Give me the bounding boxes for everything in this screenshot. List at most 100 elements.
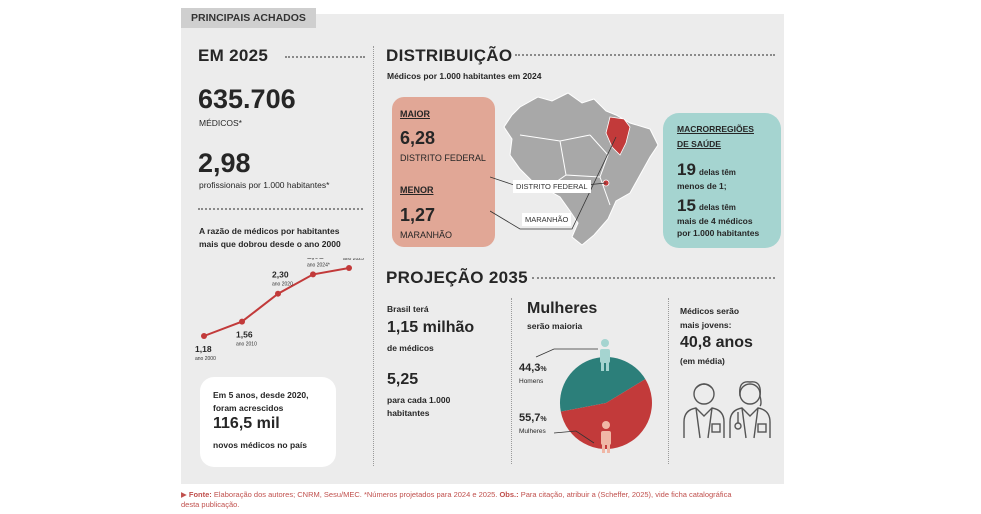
maior-label: MAIOR — [400, 109, 430, 119]
woman-icon — [601, 421, 611, 453]
person-leg — [601, 362, 604, 371]
growth-year-label: ano 2000 — [195, 356, 216, 362]
growth-text-1: A razão de médicos por habitantes — [199, 226, 340, 236]
column-divider — [373, 46, 374, 466]
jovens-value: 40,8 anos — [680, 334, 753, 351]
growth-value-label: 2,30 — [272, 270, 289, 280]
person-leg — [602, 444, 605, 453]
menor-value: 1,27 — [400, 205, 436, 225]
box-line-2: foram acrescidos — [213, 403, 284, 413]
growth-point — [201, 333, 207, 339]
brasil-value: 1,15 milhão — [387, 319, 475, 336]
obs-text: Para citação, atribuir a (Scheffer, 2025… — [518, 490, 732, 499]
jovens-text-3: (em média) — [680, 356, 725, 366]
macro-n1: 19 — [677, 160, 696, 179]
brasil-text-1: Brasil terá — [387, 304, 429, 314]
growth-line-chart: 1,18 ano 2000 1,56 ano 2010 2,30 ano 2020 2,81… — [195, 258, 366, 362]
distribuicao-subtitle: Médicos por 1.000 habitantes em 2024 — [387, 71, 542, 81]
medicos-label: MÉDICOS* — [199, 118, 242, 128]
growth-year-label: ano 2025* — [343, 258, 366, 262]
ratio-2035-text-2: habitantes — [387, 408, 430, 418]
region-borders — [519, 134, 611, 206]
macro-t2c: por 1.000 habitantes — [677, 228, 760, 238]
projecao-title: PROJEÇÃO 2035 — [386, 268, 528, 287]
mulheres-title: Mulheres — [527, 300, 598, 317]
mulheres-pct: 55,7% — [519, 412, 547, 424]
fonte-label: Fonte: — [188, 490, 212, 499]
df-leader-line — [490, 176, 515, 186]
footer-line-2: desta publicação. — [181, 500, 240, 509]
box-line-3: novos médicos no país — [213, 440, 307, 450]
mulheres-pct-value: 55,7 — [519, 412, 541, 424]
column-divider — [511, 298, 512, 464]
homens-leader — [535, 348, 598, 358]
footer: ▶ Fonte: Elaboração dos autores; CNRM, S… — [181, 490, 781, 510]
person-leg — [607, 444, 610, 453]
maior-place: DISTRITO FEDERAL — [400, 153, 486, 163]
macro-t2a: delas têm — [699, 203, 736, 212]
ratio-2035-value: 5,25 — [387, 371, 419, 388]
title-divider — [285, 56, 365, 58]
growth-year-label: ano 2020 — [272, 282, 293, 288]
growth-box — [200, 377, 336, 467]
homens-pct: 44,3% — [519, 362, 547, 374]
man-icon — [600, 339, 610, 371]
growth-point — [310, 271, 316, 278]
mulheres-subtitle: serão maioria — [527, 321, 583, 331]
macro-t2b: mais de 4 médicos — [677, 216, 753, 226]
obs-label: Obs.: — [499, 490, 519, 499]
jovens-text-2: mais jovens: — [680, 320, 732, 330]
macro-n2: 15 — [677, 196, 696, 215]
pie-slice-mulheres — [560, 379, 652, 449]
growth-point — [346, 265, 352, 271]
growth-year-label: ano 2010 — [236, 342, 257, 348]
distribuicao-title: DISTRIBUIÇÃO — [386, 46, 513, 65]
doctors-icon — [683, 381, 771, 439]
section-divider — [198, 208, 363, 210]
mulheres-pct-sign: % — [540, 416, 547, 423]
brasil-text-2: de médicos — [387, 343, 434, 353]
menor-place: MARANHÃO — [400, 230, 453, 240]
box-line-1: Em 5 anos, desde 2020, — [213, 390, 309, 400]
homens-label: Homens — [519, 378, 544, 385]
jovens-text-1: Médicos serão — [680, 306, 740, 316]
homens-pct-value: 44,3 — [519, 362, 541, 374]
macro-title-2: DE SAÚDE — [677, 139, 721, 149]
growth-point — [275, 290, 281, 297]
growth-value-label: 1,56 — [236, 330, 253, 340]
title-divider — [532, 277, 775, 279]
growth-year-label: ano 2024* — [307, 262, 330, 268]
maior-value: 6,28 — [400, 128, 436, 148]
macro-title-1: MACRORREGIÕES — [677, 124, 754, 134]
pie-slice-homens — [559, 356, 646, 412]
person-head — [602, 421, 610, 429]
ratio-2035-text-1: para cada 1.000 — [387, 395, 451, 405]
footer-marker: ▶ — [181, 490, 187, 499]
map-label-df: DISTRITO FEDERAL — [513, 180, 591, 193]
macrorregioes-box — [663, 113, 781, 248]
gender-pie-chart — [535, 339, 652, 453]
growth-value-label: 2,81 — [307, 258, 324, 260]
macro-t1a: delas têm — [699, 168, 736, 177]
ma-leader-line — [490, 136, 617, 230]
medicos-value: 635.706 — [198, 84, 296, 114]
homens-pct-sign: % — [540, 366, 547, 373]
growth-point — [239, 318, 245, 325]
person-leg — [606, 362, 609, 371]
column-divider — [668, 298, 669, 464]
section-tag: PRINCIPAIS ACHADOS — [181, 8, 316, 28]
brazil-map — [490, 92, 659, 246]
ratio-value: 2,98 — [198, 148, 251, 178]
fonte-text: Elaboração dos autores; CNRM, Sesu/MEC. … — [211, 490, 500, 499]
macro-t1b: menos de 1; — [677, 181, 727, 191]
growth-text-2: mais que dobrou desde o ano 2000 — [199, 239, 341, 249]
map-label-ma: MARANHÃO — [522, 213, 572, 226]
maior-menor-box — [392, 97, 495, 247]
person-body — [600, 349, 610, 363]
ratio-label: profissionais por 1.000 habitantes* — [199, 180, 330, 190]
menor-label: MENOR — [400, 185, 434, 195]
em2025-title: EM 2025 — [198, 46, 269, 65]
mulheres-label: Mulheres — [519, 428, 546, 435]
title-divider — [515, 54, 775, 56]
box-value: 116,5 mil — [213, 415, 280, 432]
